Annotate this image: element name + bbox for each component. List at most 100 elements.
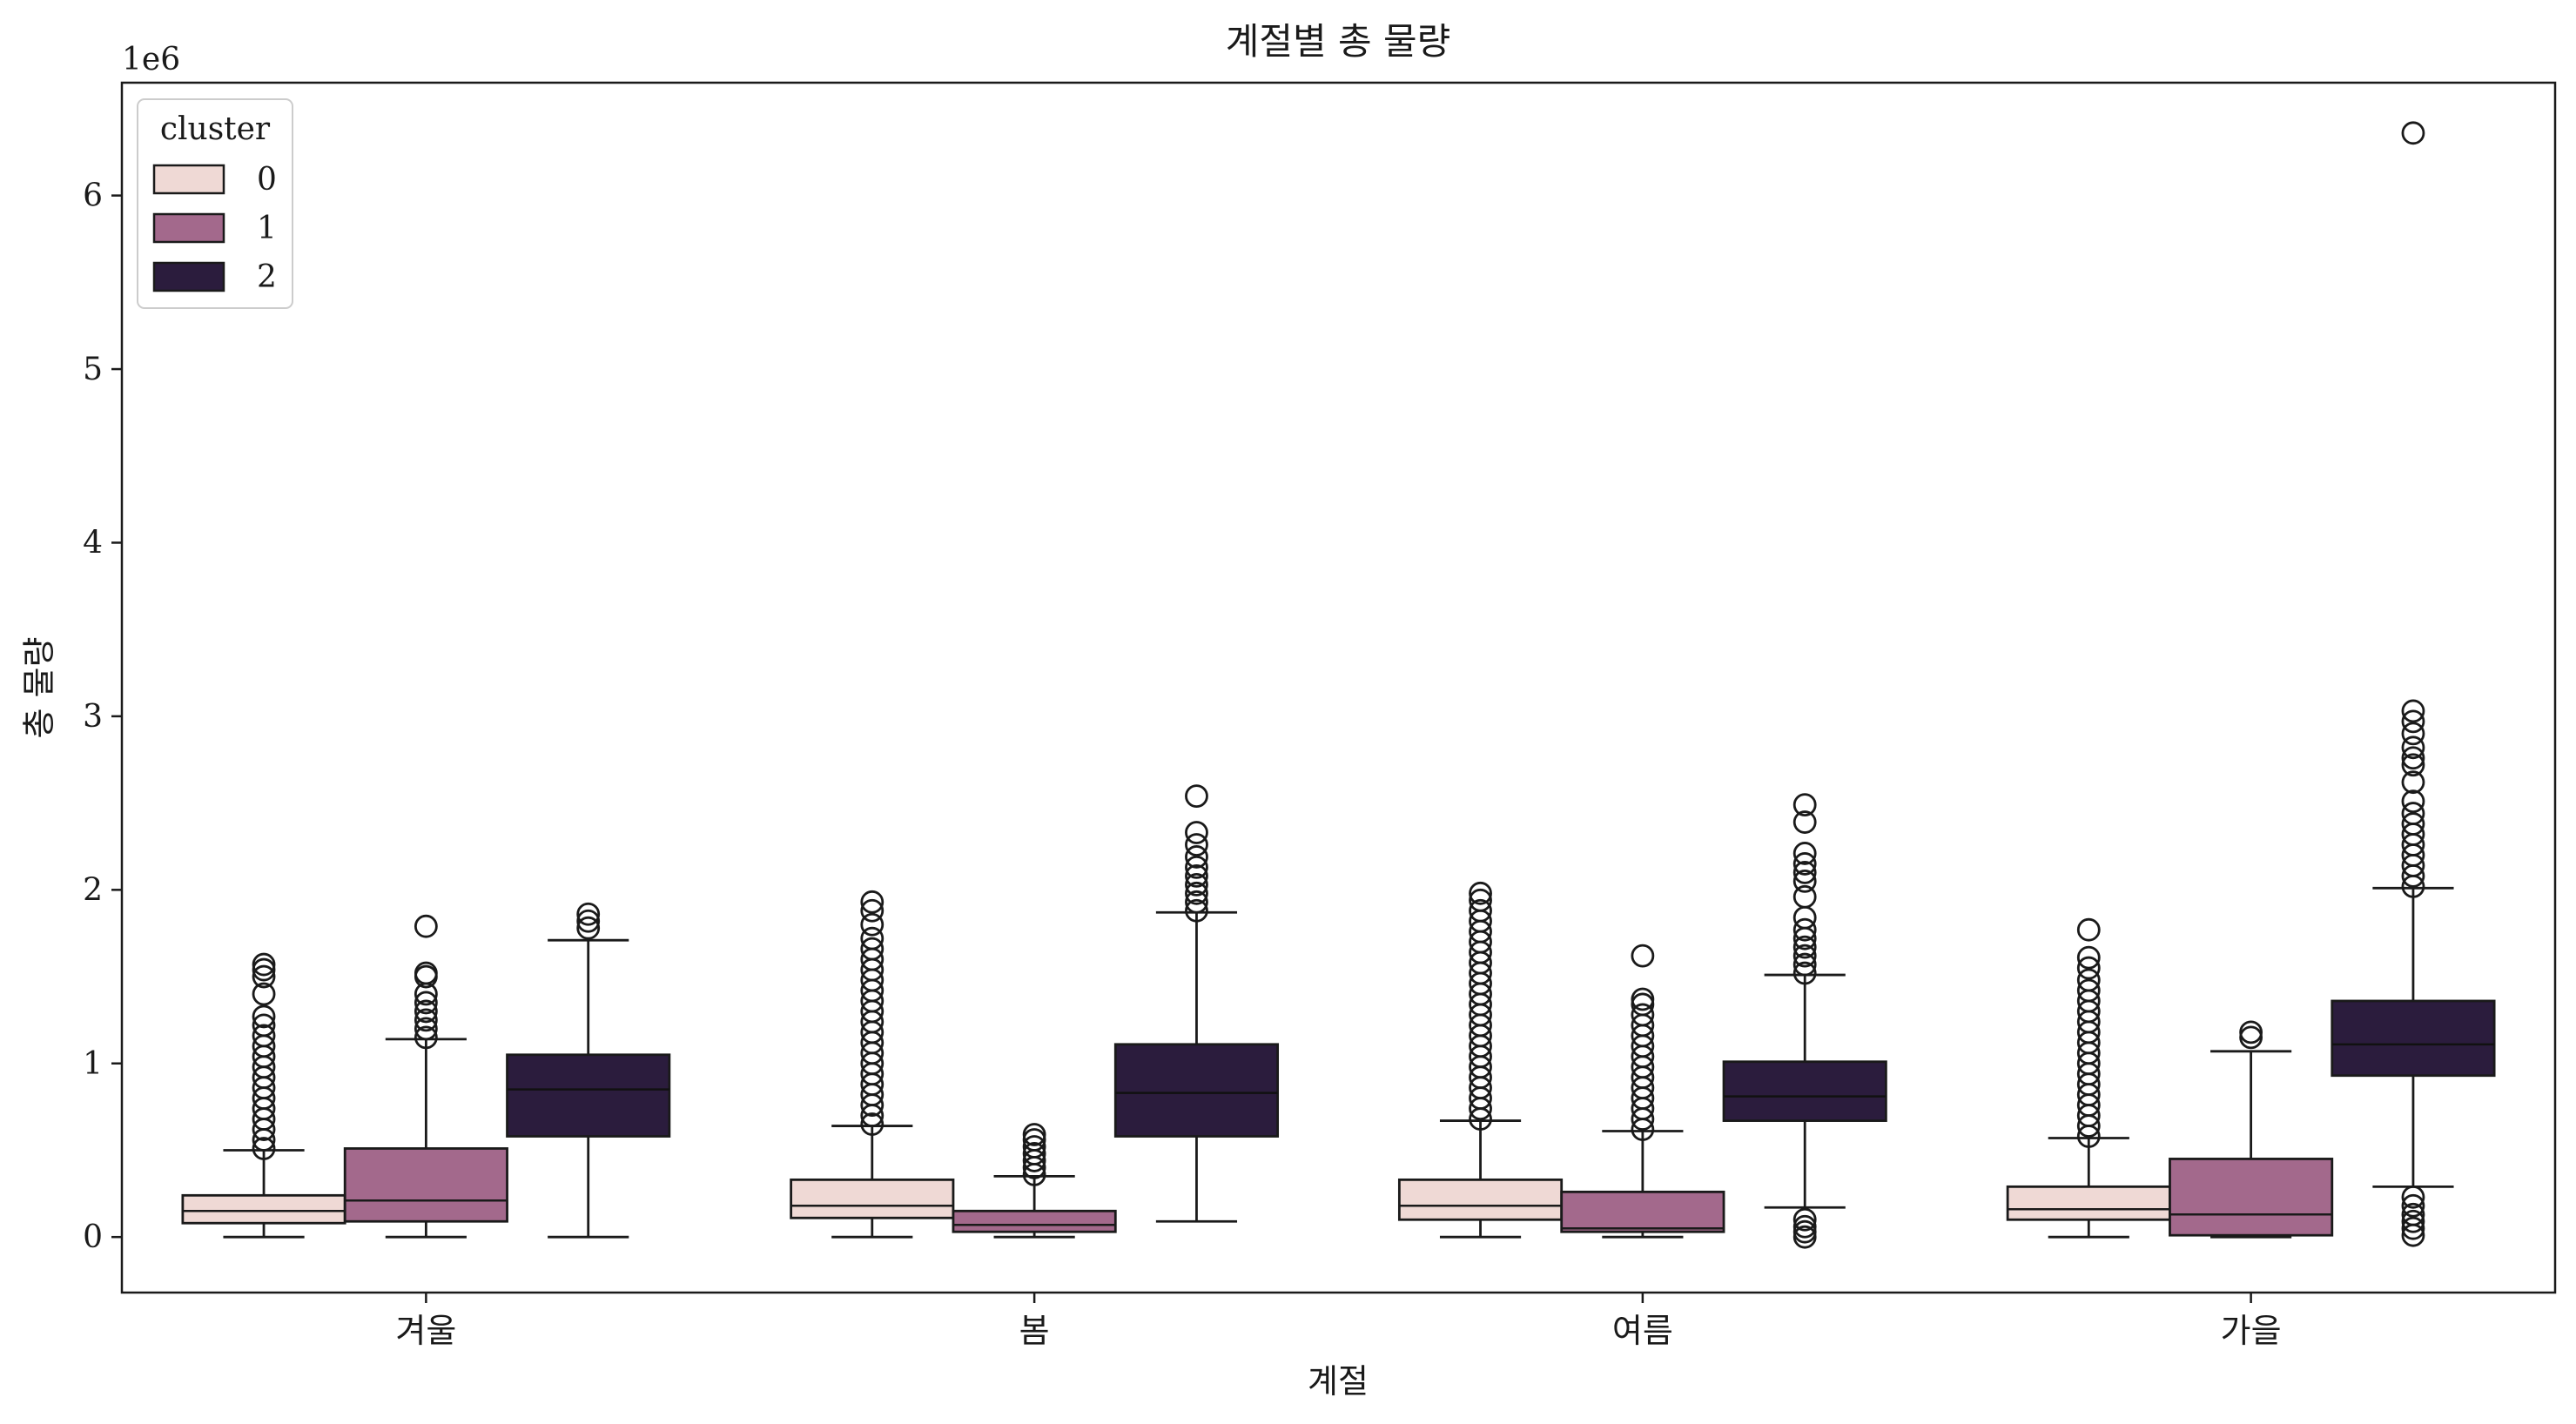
outlier-point: [2401, 746, 2425, 770]
y-tick-label: 3: [83, 699, 103, 735]
outlier-point: [414, 1025, 438, 1050]
outlier-point: [1185, 898, 1208, 923]
outlier-point: [2401, 722, 2425, 746]
outlier-point: [2401, 1193, 2425, 1218]
outlier-point: [2401, 736, 2425, 760]
outlier-point: [252, 982, 276, 1006]
box-iqr: [1722, 1060, 1887, 1122]
legend-swatch-0: [152, 164, 225, 195]
plot-layer: [181, 121, 2496, 1249]
outlier-point: [1185, 890, 1208, 914]
box-group-2: [1113, 784, 1280, 1223]
outlier-point: [2401, 1209, 2425, 1233]
outlier-point: [1792, 935, 1817, 959]
outlier-point: [252, 964, 276, 989]
y-tick-label: 6: [83, 178, 103, 214]
y-axis-ticks: 0 1 2 3 4 5 6: [83, 178, 122, 1255]
y-tick-label: 1: [83, 1046, 103, 1082]
outlier-point: [2076, 978, 2101, 1003]
y-axis-label: 총 물량: [20, 637, 58, 739]
box-group-2: [2331, 121, 2496, 1247]
outlier-point: [2401, 699, 2425, 723]
outlier-point: [1792, 1207, 1817, 1232]
box-group-1: [952, 1123, 1117, 1239]
outlier-point: [1185, 863, 1208, 888]
outlier-point: [414, 999, 438, 1024]
outlier-point: [1631, 1003, 1655, 1027]
legend-entries: 0 1 2: [152, 162, 277, 295]
outlier-point: [1792, 884, 1817, 909]
outlier-point: [1185, 872, 1208, 897]
legend: cluster 0 1 2: [137, 98, 293, 309]
outlier-point: [414, 961, 438, 985]
box-group-0: [1397, 881, 1564, 1239]
outlier-point: [252, 1004, 276, 1029]
outlier-point: [1792, 1219, 1817, 1244]
outlier-point: [1022, 1142, 1046, 1165]
outlier-point: [2076, 917, 2101, 942]
outlier-point: [860, 912, 884, 937]
outlier-point: [1792, 961, 1817, 985]
outlier-point: [2401, 802, 2425, 825]
legend-label-2: 2: [257, 259, 277, 295]
outlier-point: [2076, 968, 2101, 992]
outlier-point: [2401, 709, 2425, 734]
box-group-0: [790, 890, 955, 1239]
outlier-point: [2239, 1025, 2263, 1050]
outlier-point: [252, 1013, 276, 1038]
outlier-point: [1022, 1128, 1046, 1152]
outlier-point: [860, 926, 884, 950]
outlier-point: [1792, 793, 1817, 817]
box-group-0: [2006, 917, 2171, 1239]
outlier-point: [252, 952, 276, 977]
y-tick-label: 2: [83, 872, 103, 908]
outlier-point: [860, 890, 884, 914]
y-tick-label: 5: [83, 352, 103, 387]
box-iqr: [343, 1147, 508, 1223]
box-group-2: [506, 902, 671, 1239]
outlier-point: [576, 916, 601, 940]
outlier-point: [1185, 845, 1208, 869]
x-axis-ticks: 겨울 봄 여름 가을: [395, 1293, 2282, 1350]
outlier-point: [1792, 944, 1817, 968]
outlier-point: [1469, 888, 1492, 912]
legend-title: cluster: [160, 111, 271, 147]
outlier-point: [1792, 869, 1817, 893]
outlier-point: [860, 1112, 884, 1136]
outlier-point: [1185, 821, 1208, 844]
outlier-point: [414, 914, 438, 938]
outlier-point: [252, 1137, 276, 1160]
legend-label-1: 1: [257, 211, 277, 246]
outlier-point: [1792, 842, 1817, 865]
outlier-point: [414, 991, 438, 1015]
outlier-point: [576, 909, 601, 933]
box-iqr: [2331, 999, 2496, 1078]
x-tick-label: 봄: [1019, 1312, 1050, 1350]
legend-frame: [137, 98, 293, 309]
box-group-1: [1560, 944, 1725, 1239]
outlier-point: [2401, 121, 2425, 145]
box-group-2: [1722, 793, 1887, 1249]
outlier-point: [1185, 784, 1208, 809]
outlier-point: [2401, 812, 2425, 836]
legend-swatch-1: [152, 212, 225, 244]
outlier-point: [1792, 860, 1817, 884]
outlier-point: [414, 1017, 438, 1041]
outlier-point: [1792, 1214, 1817, 1239]
outlier-point: [2401, 770, 2425, 795]
y-tick-label: 4: [83, 525, 103, 561]
legend-label-0: 0: [257, 162, 277, 198]
outlier-point: [2401, 1216, 2425, 1240]
chart-title: 계절별 총 물량: [1226, 20, 1451, 63]
outlier-point: [414, 1008, 438, 1032]
outlier-point: [252, 1024, 276, 1048]
x-tick-label: 겨울: [395, 1312, 456, 1350]
outlier-point: [1022, 1135, 1046, 1159]
outlier-point: [1185, 881, 1208, 905]
outlier-point: [2401, 1202, 2425, 1226]
outlier-point: [2401, 753, 2425, 777]
box-iqr: [1397, 1178, 1564, 1221]
outlier-point: [1185, 833, 1208, 856]
outlier-point: [1631, 944, 1655, 968]
box-iqr: [181, 1193, 346, 1225]
